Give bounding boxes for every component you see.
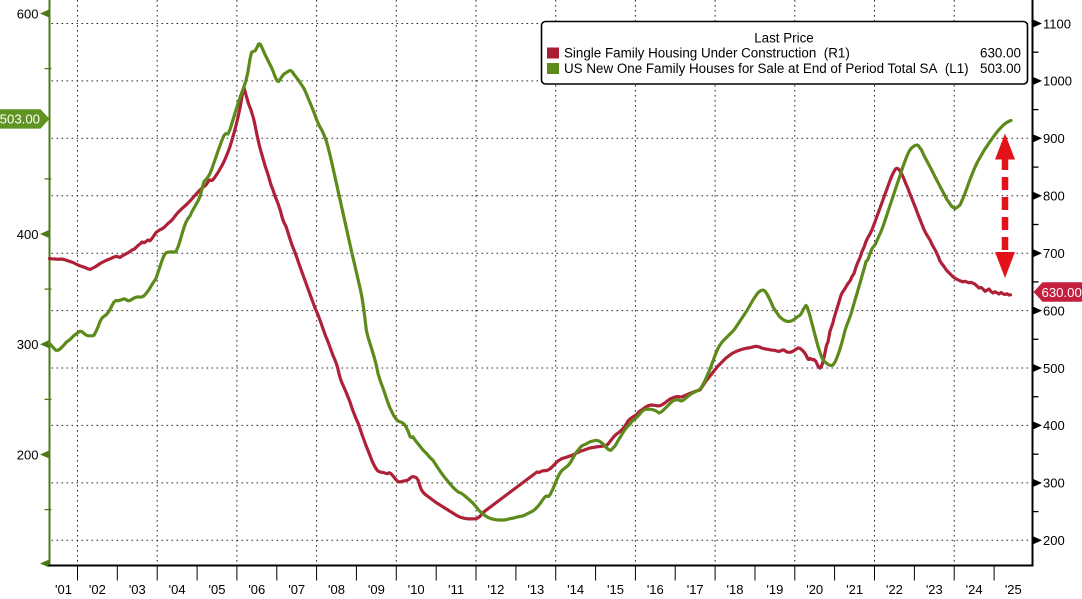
- svg-text:'03: '03: [129, 582, 146, 597]
- svg-text:300: 300: [1043, 476, 1065, 491]
- svg-text:'13: '13: [527, 582, 544, 597]
- svg-text:'10: '10: [408, 582, 425, 597]
- svg-text:'12: '12: [487, 582, 504, 597]
- svg-text:400: 400: [17, 227, 39, 242]
- svg-text:Last Price: Last Price: [754, 31, 814, 46]
- svg-text:630.00: 630.00: [980, 46, 1021, 61]
- svg-text:'25: '25: [1005, 582, 1022, 597]
- svg-text:'17: '17: [687, 582, 704, 597]
- svg-text:'07: '07: [288, 582, 305, 597]
- svg-text:'24: '24: [966, 582, 983, 597]
- svg-text:'09: '09: [368, 582, 385, 597]
- svg-text:'08: '08: [328, 582, 345, 597]
- svg-text:503.00: 503.00: [980, 61, 1021, 76]
- svg-text:'14: '14: [567, 582, 584, 597]
- svg-text:'20: '20: [806, 582, 823, 597]
- svg-text:800: 800: [1043, 189, 1065, 204]
- svg-text:200: 200: [1043, 533, 1065, 548]
- svg-text:'22: '22: [886, 582, 903, 597]
- svg-text:'01: '01: [55, 582, 72, 597]
- svg-text:'19: '19: [766, 582, 783, 597]
- svg-text:Single Family Housing Under Co: Single Family Housing Under Construction…: [564, 46, 850, 61]
- svg-text:400: 400: [1043, 418, 1065, 433]
- svg-text:900: 900: [1043, 131, 1065, 146]
- svg-text:'11: '11: [448, 582, 464, 597]
- svg-text:US New One Family Houses for S: US New One Family Houses for Sale at End…: [564, 61, 969, 76]
- svg-text:1000: 1000: [1043, 74, 1072, 89]
- svg-text:600: 600: [17, 6, 39, 21]
- svg-text:'16: '16: [647, 582, 664, 597]
- svg-text:1100: 1100: [1043, 16, 1071, 31]
- svg-text:'18: '18: [727, 582, 744, 597]
- svg-text:'23: '23: [926, 582, 943, 597]
- svg-text:503.00: 503.00: [0, 112, 40, 127]
- svg-text:600: 600: [1043, 303, 1065, 318]
- svg-text:'21: '21: [846, 582, 863, 597]
- svg-text:700: 700: [1043, 246, 1065, 261]
- svg-text:500: 500: [1043, 361, 1065, 376]
- svg-text:630.00: 630.00: [1042, 285, 1082, 300]
- svg-text:'15: '15: [607, 582, 624, 597]
- svg-text:'02: '02: [89, 582, 106, 597]
- svg-text:'06: '06: [248, 582, 265, 597]
- svg-text:'05: '05: [209, 582, 226, 597]
- svg-text:300: 300: [17, 337, 39, 352]
- svg-text:200: 200: [17, 447, 39, 462]
- svg-text:'04: '04: [169, 582, 186, 597]
